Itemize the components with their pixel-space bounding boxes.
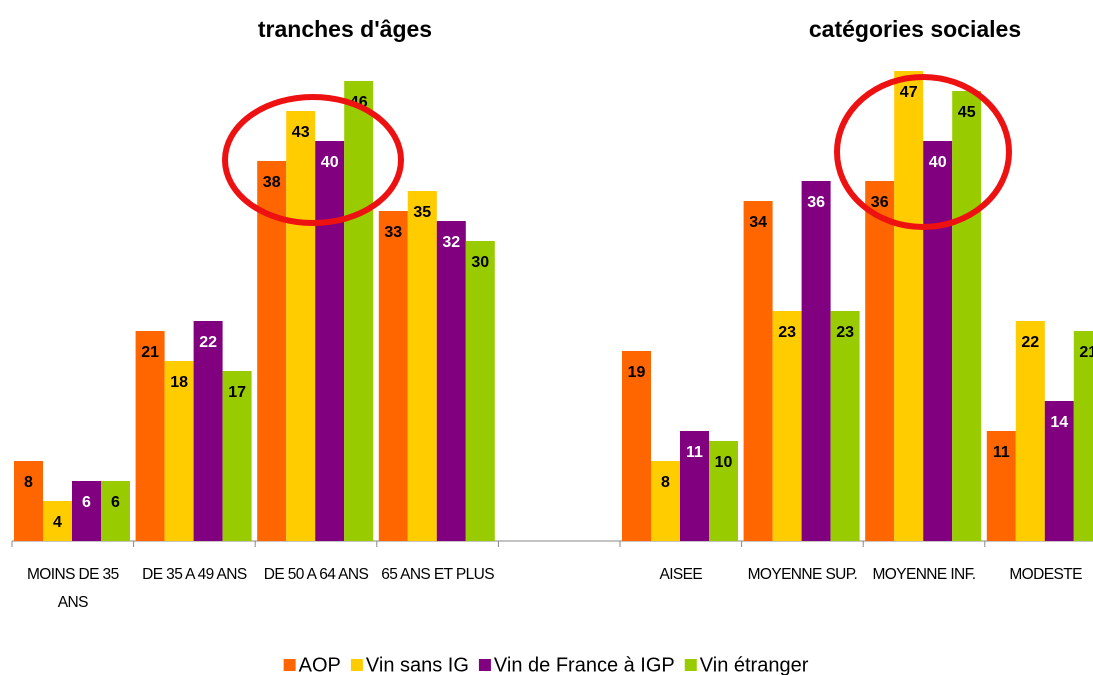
- data-label: 18: [170, 374, 188, 391]
- data-label: 22: [199, 334, 217, 351]
- x-tick-label: DE 35 A 49 ANS: [142, 566, 247, 583]
- data-label: 33: [384, 224, 402, 241]
- data-label: 6: [82, 494, 91, 511]
- data-label: 21: [141, 344, 159, 361]
- data-label: 40: [321, 154, 339, 171]
- bar: [622, 351, 651, 541]
- bar: [801, 181, 831, 541]
- bar: [865, 181, 895, 541]
- bar: [43, 501, 72, 541]
- data-label: 36: [807, 194, 825, 211]
- x-tick-label-box: DE 35 A 49 ANS: [142, 566, 247, 583]
- bar: [193, 321, 223, 541]
- data-label: 4: [53, 514, 62, 531]
- data-label: 8: [661, 474, 670, 491]
- bar: [1073, 331, 1093, 541]
- data-label: 47: [900, 84, 918, 101]
- bar: [1015, 321, 1045, 541]
- data-label: 11: [686, 444, 703, 461]
- bar: [651, 461, 680, 541]
- legend-label: Vin étranger: [700, 654, 809, 675]
- data-label: 11: [993, 444, 1010, 461]
- x-tick-label-box: 65 ANS ET PLUS: [381, 566, 494, 583]
- bar: [436, 221, 466, 541]
- data-label: 38: [263, 174, 281, 191]
- bar: [101, 481, 130, 541]
- legend-swatch: [478, 659, 491, 671]
- data-label: 30: [471, 254, 489, 271]
- bar: [222, 371, 252, 541]
- legend-label: AOP: [299, 654, 341, 675]
- bar: [315, 141, 345, 541]
- x-tick-label: 65 ANS ET PLUS: [381, 566, 494, 583]
- chart-heading: tranches d'âges: [258, 16, 432, 42]
- bar: [680, 431, 709, 541]
- bar: [344, 81, 374, 541]
- bar: [1044, 401, 1074, 541]
- highlight-circle: [834, 74, 1012, 230]
- data-label: 17: [228, 384, 246, 401]
- bar: [407, 191, 437, 541]
- data-label: 23: [836, 324, 854, 341]
- x-tick-label: MOINS DE 35 ANS: [27, 566, 119, 611]
- data-label: 14: [1050, 414, 1068, 431]
- legend-swatch: [684, 659, 697, 671]
- bar: [164, 361, 194, 541]
- bar: [257, 161, 287, 541]
- bar: [72, 481, 101, 541]
- x-tick-label: MODESTE: [1009, 566, 1082, 583]
- x-tick-label-box: MODESTE: [1009, 566, 1082, 583]
- data-label: 32: [442, 234, 460, 251]
- bar: [465, 241, 495, 541]
- data-label: 21: [1079, 344, 1093, 361]
- bar: [923, 141, 953, 541]
- chart-heading: catégories sociales: [809, 16, 1021, 42]
- x-tick-label-box: DE 50 A 64 ANS: [263, 566, 369, 583]
- legend-label: Vin sans IG: [366, 654, 469, 675]
- bar: [135, 331, 165, 541]
- data-label: 19: [628, 364, 646, 381]
- data-label: 22: [1021, 334, 1039, 351]
- data-label: 34: [749, 214, 767, 231]
- x-tick-label-box: MOINS DE 35 ANS: [27, 566, 119, 611]
- x-tick-label: AISEE: [659, 566, 703, 583]
- data-label: 36: [871, 194, 889, 211]
- x-tick-label: MOYENNE INF.: [872, 566, 976, 583]
- data-label: 10: [715, 454, 733, 471]
- x-tick-label-box: AISEE: [659, 566, 703, 583]
- data-label: 23: [778, 324, 796, 341]
- highlight-circle: [222, 94, 404, 226]
- bar: [952, 91, 982, 541]
- data-label: 6: [111, 494, 120, 511]
- bar: [772, 311, 802, 541]
- bar: [14, 461, 43, 541]
- plot: MOINS DE 35 ANS 8 4 6 6 DE 35 A 49 ANS 21 18 22 1…: [11, 71, 1093, 611]
- legend-swatch: [283, 659, 296, 671]
- bar: [830, 311, 860, 541]
- bar: [894, 71, 924, 541]
- legend: AOP Vin sans IG Vin de France à IGP Vin étr…: [283, 654, 809, 675]
- data-label: 43: [292, 124, 310, 141]
- bar: [986, 431, 1016, 541]
- bar: [286, 111, 316, 541]
- x-tick-label-box: MOYENNE INF.: [872, 566, 976, 583]
- legend-swatch: [350, 659, 363, 671]
- bar: [743, 201, 773, 541]
- x-tick-label: MOYENNE SUP.: [747, 566, 858, 583]
- bar: [709, 441, 738, 541]
- data-label: 40: [929, 154, 947, 171]
- data-label: 35: [413, 204, 431, 221]
- data-label: 8: [24, 474, 33, 491]
- bar: [378, 211, 408, 541]
- x-tick-label: DE 50 A 64 ANS: [263, 566, 369, 583]
- x-tick-label-box: MOYENNE SUP.: [747, 566, 858, 583]
- legend-label: Vin de France à IGP: [494, 654, 675, 675]
- data-label: 45: [958, 104, 976, 121]
